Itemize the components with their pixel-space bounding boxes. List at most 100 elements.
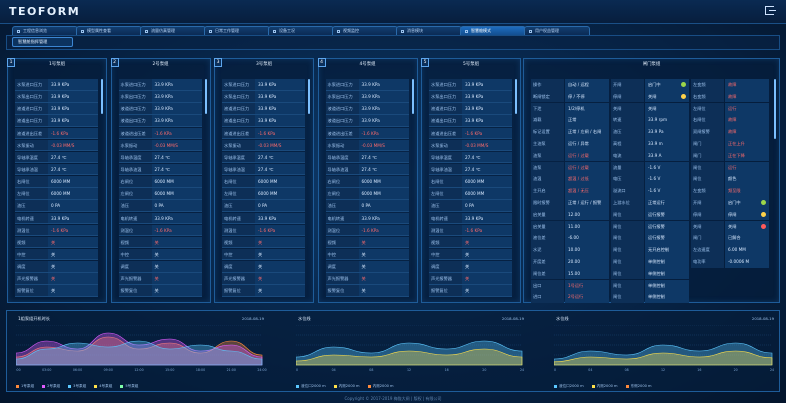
gate-value: 无开启控制	[645, 244, 689, 256]
data-row: 油压 0 PA	[325, 200, 409, 212]
tab-7[interactable]: 智慧舱模式	[460, 26, 526, 35]
row-value: 关	[151, 236, 202, 248]
data-row: 水泵振动 -0.03 MM/S	[429, 139, 512, 152]
tab-4[interactable]: 设备工况	[268, 26, 334, 35]
gate-value: 正常运行	[645, 197, 689, 209]
row-value: 关	[151, 261, 202, 272]
data-row: 视频关	[429, 236, 512, 249]
row-label: 液道进口压力	[325, 103, 359, 114]
legend-item[interactable]: 内测2000 m	[367, 384, 394, 389]
data-row: 导轴承油温 27.4 ℃	[222, 163, 305, 176]
legend-item[interactable]: 液位口2000 m	[554, 384, 584, 389]
data-row: 测温位 -1.6 KPa	[429, 224, 512, 237]
data-row: 调度关	[15, 261, 98, 273]
legend-item[interactable]: 3号泵组	[68, 384, 86, 389]
gate-row: 水泥 10.00 闸位 无开启控制 左边速度 6.00 MM	[531, 244, 771, 256]
gate-value: -1.6 V	[645, 161, 689, 174]
data-row: 电机转速 33.9 KPa	[325, 212, 409, 225]
row-value: 6000 MM	[462, 188, 512, 199]
row-value: 33.9 KPa	[48, 115, 98, 126]
gate-label: 左变频	[691, 79, 724, 91]
gate-value: 运行 / 过载	[565, 161, 609, 174]
tab-2[interactable]: 流量仿真管理	[140, 26, 206, 35]
row-value: 33.9 KPa	[151, 91, 202, 102]
legend-item[interactable]: 东侧2000 m	[625, 384, 652, 389]
scrollbar[interactable]	[411, 79, 414, 114]
legend-item[interactable]: 5号泵组	[120, 384, 138, 389]
legend-swatch-icon	[367, 385, 371, 388]
panel-title: 3号泵组	[256, 62, 272, 67]
bottom-chart-2: 水位线 2018-08-19 00 04 08 12 16 20 24 液位口2000 m 内测20…	[548, 313, 780, 389]
row-label: 导轴承油温	[222, 163, 255, 175]
logout-icon[interactable]	[765, 6, 776, 15]
gate-label: 高程	[611, 138, 644, 150]
data-row: 声光报警器关	[222, 273, 305, 285]
gate-label: 油温	[531, 173, 564, 185]
tab-label: 用户权益管理	[535, 28, 559, 33]
legend-item[interactable]: 液位口2000 m	[296, 384, 326, 389]
data-row: 中控关	[429, 248, 512, 261]
row-value: 6000 MM	[255, 188, 305, 199]
row-value: -1.6 KPa	[358, 224, 409, 236]
tab-1[interactable]: 模型属性查看	[76, 26, 142, 35]
gate-label: 下泄	[531, 102, 564, 115]
scrollbar[interactable]	[204, 79, 207, 114]
data-row: 视频关	[118, 236, 202, 249]
gate-value: 20.00	[565, 256, 609, 268]
row-value: 关	[255, 248, 305, 260]
row-value: 关	[255, 261, 305, 272]
data-row: 液道进出压差 -1.6 KPa	[325, 127, 409, 140]
tab-0[interactable]: 工程信息浏览	[12, 26, 78, 35]
row-value: 33.9 KPa	[255, 212, 305, 224]
legend-item[interactable]: 4号泵组	[94, 384, 112, 389]
tab-5[interactable]: 视频监控	[332, 26, 398, 35]
tab-label: 工程信息浏览	[23, 28, 47, 33]
gate-label: 减载	[531, 114, 564, 126]
gate-value: 颜色	[725, 173, 769, 185]
legend-item[interactable]: 内测2000 m	[333, 384, 360, 389]
data-row: 液道进出压差 -1.6 KPa	[118, 127, 202, 140]
app-logo: TEOFORM	[9, 5, 81, 18]
legend-item[interactable]: 内测2000 m	[591, 384, 618, 389]
row-value: 33.9 KPa	[48, 91, 98, 102]
legend-item[interactable]: 1号泵组	[16, 384, 34, 389]
row-value: 0 PA	[462, 200, 512, 211]
gate-label: 左边速度	[691, 244, 724, 256]
gate-label: 上游水位	[611, 197, 644, 209]
row-value: -0.03 MM/S	[151, 139, 202, 151]
scrollbar[interactable]	[515, 79, 517, 114]
row-label: 导轴承温度	[325, 151, 359, 163]
gate-value: 单侧控制	[645, 279, 689, 292]
data-row: 水泵振动 -0.03 MM/S	[15, 139, 98, 152]
row-value: 0 PA	[151, 200, 202, 211]
row-value: 0 PA	[48, 200, 98, 211]
gate-value: 运行	[725, 102, 769, 115]
x-tick-label: 12	[661, 368, 665, 372]
data-row: 右闸位 6000 MM	[222, 176, 305, 188]
gate-label: 主油泵	[531, 138, 564, 150]
legend-swatch-icon	[296, 385, 299, 388]
legend-item[interactable]: 2号泵组	[42, 384, 60, 389]
row-label: 声光报警器	[222, 273, 255, 284]
row-label: 油压	[222, 200, 255, 211]
status-indicator-icon	[761, 200, 766, 205]
tab-8[interactable]: 用户权益管理	[524, 26, 590, 35]
scrollbar[interactable]	[308, 79, 310, 114]
row-value: 33.9 KPa	[48, 103, 98, 114]
gate-value: 1/2/停机	[565, 102, 609, 115]
subtab-command[interactable]: 智慧舱指挥管理	[12, 37, 73, 47]
row-label: 导轴承油温	[15, 163, 48, 175]
tab-icon	[17, 29, 20, 33]
gate-value: 单侧控制	[645, 267, 689, 280]
panel-number: 1	[7, 58, 15, 67]
gate-value: 超温 / 无压	[565, 185, 609, 197]
tab-3[interactable]: 日常工作管理	[204, 26, 270, 35]
gate-label: 电功率	[691, 256, 724, 268]
status-indicator-icon	[681, 93, 686, 99]
tab-6[interactable]: 消息模块	[396, 26, 462, 35]
row-label: 中控	[222, 248, 255, 260]
row-value: 33.9 KPa	[358, 91, 409, 102]
scrollbar[interactable]	[101, 79, 103, 114]
scrollbar[interactable]	[774, 79, 776, 139]
chart-legend: 液位口2000 m 内测2000 m 东侧2000 m	[554, 384, 660, 389]
